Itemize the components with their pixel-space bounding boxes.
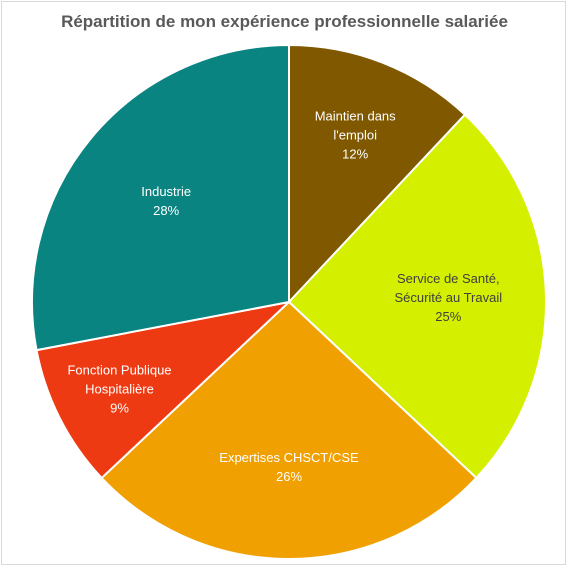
- slice-data-label: Industrie 28%: [141, 184, 191, 218]
- pie-slice: [288, 43, 467, 305]
- pie-slice: [35, 300, 293, 480]
- slice-data-label: Service de Santé, Sécurité au Travail 25%: [394, 271, 502, 324]
- pie-slice: [287, 113, 547, 480]
- pie-slice: [100, 300, 478, 560]
- slice-data-label: Maintien dans l'emploi 12%: [315, 109, 396, 162]
- chart-title: Répartition de mon expérience profession…: [61, 12, 508, 31]
- slice-data-label: Fonction Publique Hospitalière 9%: [67, 362, 171, 415]
- pie-slice: [31, 43, 290, 352]
- slice-data-label: Expertises CHSCT/CSE 26%: [219, 450, 359, 484]
